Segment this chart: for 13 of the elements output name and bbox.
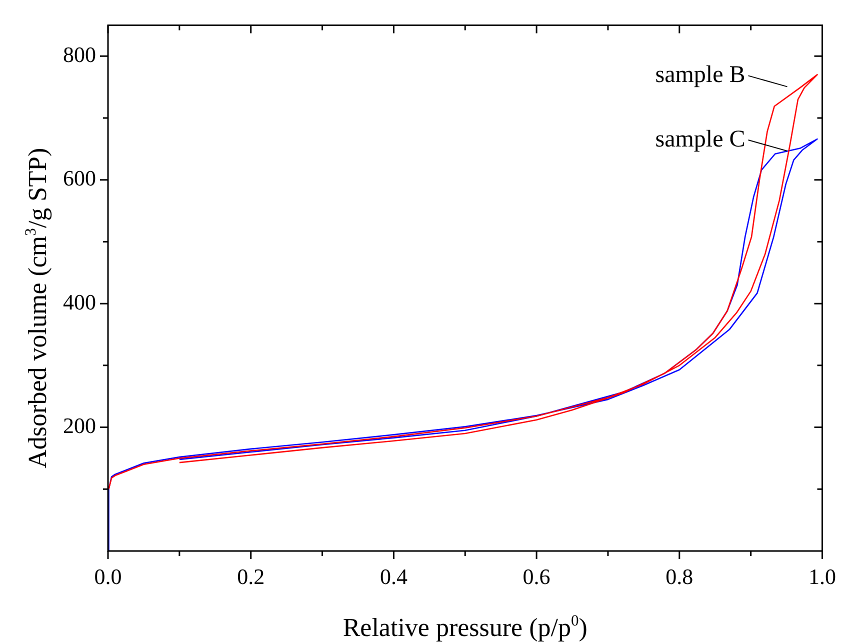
y-tick-label: 800 [63, 42, 96, 67]
y-axis-title: Adsorbed volume (cm3/g STP) [22, 148, 52, 468]
y-tick-label: 200 [63, 413, 96, 438]
y-tick-label: 400 [63, 289, 96, 314]
x-tick-label: 0.2 [237, 564, 265, 589]
series-label: sample B [655, 62, 746, 88]
x-tick-label: 0.0 [94, 564, 122, 589]
x-tick-label: 0.4 [380, 564, 408, 589]
x-tick-label: 1.0 [808, 564, 836, 589]
series-label: sample C [655, 126, 746, 152]
x-tick-label: 0.6 [522, 564, 550, 589]
y-tick-label: 600 [63, 166, 96, 191]
x-tick-label: 0.8 [666, 564, 694, 589]
